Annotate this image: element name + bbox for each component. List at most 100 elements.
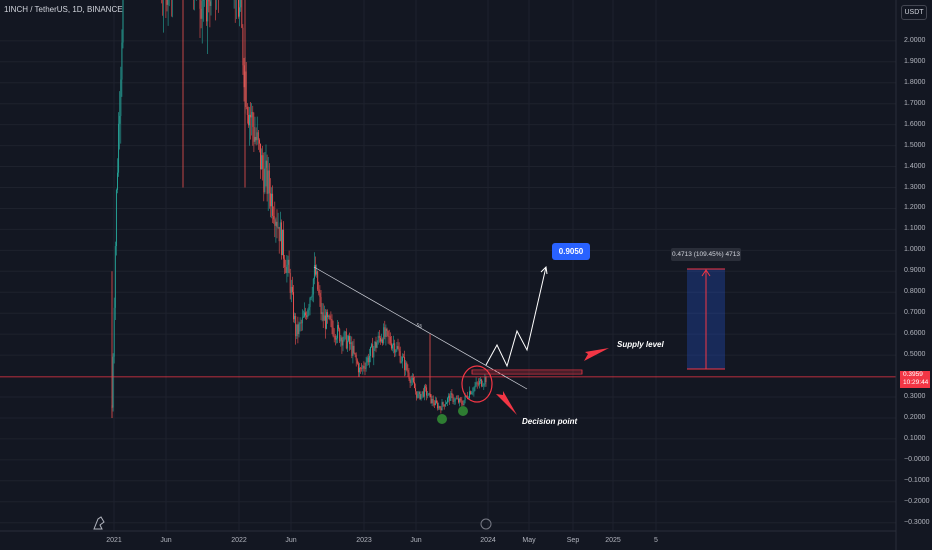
current-price-badge[interactable]: 0.3959 10:29:44 xyxy=(900,371,930,388)
price-tick-label: −0.2000 xyxy=(904,497,930,505)
symbol-title[interactable]: 1INCH / TetherUS, 1D, BINANCE xyxy=(4,5,123,14)
chart-grid xyxy=(0,0,896,531)
candle-body xyxy=(267,170,269,194)
candle-body xyxy=(405,362,407,371)
measure-arrowhead xyxy=(701,269,711,277)
price-tick-label: 0.1000 xyxy=(904,434,926,442)
drawing-overlays xyxy=(0,265,896,530)
candle-body xyxy=(246,107,248,116)
candle-body xyxy=(372,344,374,358)
candle-body xyxy=(362,366,364,369)
candle-body xyxy=(414,382,415,389)
price-tick-label: 1.1000 xyxy=(904,225,926,233)
candle-body xyxy=(275,221,277,226)
candle-body xyxy=(334,336,336,340)
candle-body xyxy=(199,0,201,9)
candle-body xyxy=(247,115,249,126)
candle-body xyxy=(471,392,473,395)
candle-body xyxy=(462,404,464,405)
candle-body xyxy=(308,307,310,311)
candle-body xyxy=(406,362,408,370)
candle-body xyxy=(341,337,343,346)
candle-body xyxy=(420,394,422,400)
candle-body xyxy=(439,406,441,409)
candle-body xyxy=(207,0,209,22)
candle-body xyxy=(326,312,327,329)
candle-body xyxy=(353,345,355,353)
price-tick-label: 1.2000 xyxy=(904,204,926,212)
candle-body xyxy=(374,341,376,349)
candle-body xyxy=(388,336,390,337)
candle-body xyxy=(477,383,479,385)
current-price-countdown: 10:29:44 xyxy=(903,379,929,386)
candle-body xyxy=(113,307,115,357)
candle-body xyxy=(371,344,373,347)
candle-body xyxy=(166,0,168,5)
candle-body xyxy=(363,366,365,368)
candle-body xyxy=(329,315,331,320)
candle-body xyxy=(390,343,392,349)
candle-body xyxy=(444,404,446,407)
price-tick-label: −0.3000 xyxy=(904,518,930,526)
candle-body xyxy=(256,132,258,141)
candle-body xyxy=(210,0,212,6)
candle-body xyxy=(115,189,117,247)
candle-body xyxy=(472,391,474,393)
candle-body xyxy=(273,215,275,220)
candle-body xyxy=(375,341,377,348)
candle-body xyxy=(284,258,286,268)
candle-body xyxy=(167,0,169,5)
decision-circle[interactable] xyxy=(461,365,493,403)
time-tick-label: 5 xyxy=(654,537,658,544)
candle-body xyxy=(238,0,239,17)
candle-body xyxy=(359,367,360,373)
price-tick-label: 1.8000 xyxy=(904,78,926,86)
candle-body xyxy=(269,193,271,207)
decision-point-label: Decision point xyxy=(522,417,578,426)
candle-body xyxy=(282,229,283,256)
candle-body xyxy=(294,316,296,320)
price-tick-label: 2.0000 xyxy=(904,36,926,44)
price-tick-label: 1.4000 xyxy=(904,162,926,170)
candle-body xyxy=(357,363,359,373)
candle-body xyxy=(342,340,344,346)
candle-body xyxy=(322,312,324,321)
candle-body xyxy=(300,322,302,324)
candle-body xyxy=(117,172,118,190)
candle-body xyxy=(295,316,297,337)
candle-body xyxy=(355,354,357,361)
currency-button[interactable]: USDT xyxy=(901,5,927,20)
candle-body xyxy=(120,79,122,116)
candle-body xyxy=(288,259,290,274)
event-icon[interactable] xyxy=(480,518,492,530)
price-tick-label: 0.9000 xyxy=(904,267,926,275)
candle-body xyxy=(274,219,276,226)
candle-body xyxy=(251,111,253,118)
candle-body xyxy=(447,398,448,403)
candle-body xyxy=(449,395,451,401)
candle-body xyxy=(385,328,387,337)
descending-trendline[interactable] xyxy=(313,266,528,390)
candle-body xyxy=(376,342,378,348)
candle-body xyxy=(263,168,265,193)
candle-body xyxy=(384,327,386,337)
candle-body xyxy=(361,368,363,369)
candle-body xyxy=(411,377,413,381)
candle-body xyxy=(317,271,319,290)
measure-label[interactable]: 0.4713 (109.45%) 4713 xyxy=(671,248,741,261)
candle-body xyxy=(122,0,124,43)
candle-body xyxy=(364,367,366,369)
candle-body xyxy=(241,0,243,28)
candle-body xyxy=(112,356,114,408)
candle-body xyxy=(478,381,480,385)
target-price-badge[interactable]: 0.9050 xyxy=(552,243,590,260)
candle-body xyxy=(379,337,381,342)
candle-body xyxy=(301,317,303,324)
candle-body xyxy=(407,369,409,373)
candle-body xyxy=(304,312,305,317)
candle-body xyxy=(485,376,487,383)
candle-body xyxy=(296,324,298,337)
projection-path[interactable] xyxy=(485,266,547,368)
candle-body xyxy=(396,346,398,351)
